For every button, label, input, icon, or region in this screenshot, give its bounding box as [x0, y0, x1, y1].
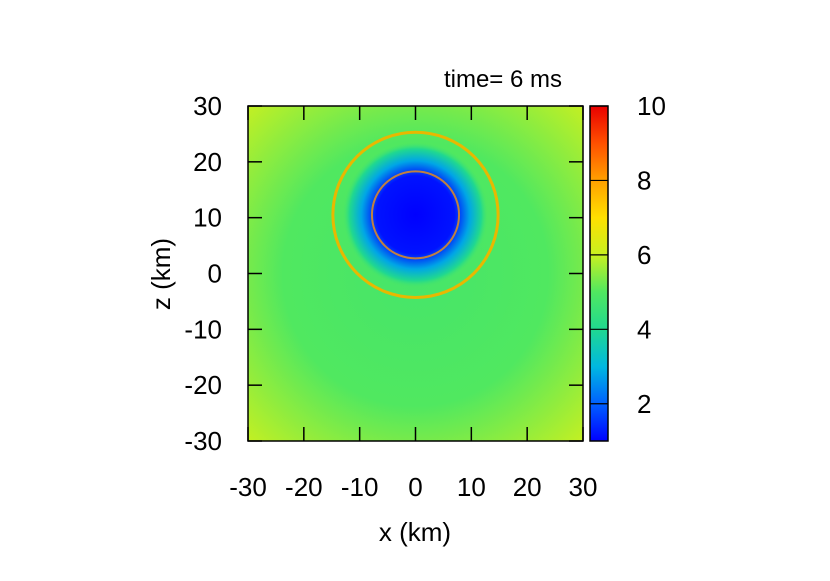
colorbar-tick-labels: 10 8 6 4 2 [637, 91, 666, 419]
contour-outer [331, 130, 500, 300]
colorbar-tick-label: 6 [637, 240, 651, 270]
colorbar-tick-label: 4 [637, 314, 651, 344]
x-tick-label: 10 [457, 472, 486, 502]
x-tick-label: -30 [229, 472, 267, 502]
density-core [342, 142, 489, 288]
y-tick-label: -20 [184, 370, 222, 400]
colorbar-tick-label: 10 [637, 91, 666, 121]
x-tick-labels: -30 -20 -10 0 10 20 30 [229, 472, 597, 502]
y-axis-label: z (km) [146, 238, 176, 310]
colorbar-frame [589, 105, 609, 442]
y-tick-label: 30 [193, 91, 222, 121]
x-axis-label: x (km) [379, 517, 451, 547]
x-tick-label: -10 [341, 472, 379, 502]
tick-marks [247, 105, 584, 442]
heatmap [248, 106, 583, 441]
colorbar-level-lines [590, 105, 608, 405]
x-tick-label: 0 [408, 472, 422, 502]
x-tick-label: -20 [285, 472, 323, 502]
y-tick-label: 10 [193, 203, 222, 233]
y-tick-label: -10 [184, 314, 222, 344]
contour-inner [370, 170, 461, 260]
colorbar-tick-label: 8 [637, 165, 651, 195]
colorbar-scale [590, 106, 608, 441]
colorbar-tick-label: 2 [637, 389, 651, 419]
x-tick-label: 30 [569, 472, 598, 502]
y-tick-label: -30 [184, 426, 222, 456]
y-tick-labels: 30 20 10 0 -10 -20 -30 [184, 91, 222, 456]
chart-title: time= 6 ms [444, 66, 562, 93]
colorbar: 10 8 6 4 2 [589, 91, 666, 442]
x-tick-label: 20 [513, 472, 542, 502]
y-tick-label: 0 [208, 259, 222, 289]
y-tick-label: 20 [193, 147, 222, 177]
